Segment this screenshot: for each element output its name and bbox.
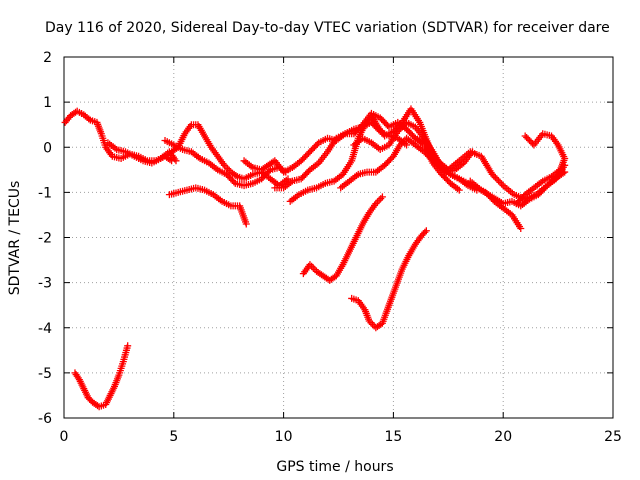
data-point: [377, 195, 385, 203]
y-tick-label: -6: [38, 411, 52, 427]
data-point: [85, 115, 93, 123]
series-arc-16: [71, 342, 132, 411]
data-point: [493, 175, 501, 183]
y-tick-label: -1: [38, 185, 52, 201]
chart-title: Day 116 of 2020, Sidereal Day-to-day VTE…: [45, 20, 610, 36]
data-point: [242, 220, 250, 228]
data-point: [232, 171, 240, 179]
data-point: [422, 227, 430, 235]
x-tick-label: 0: [60, 429, 69, 445]
data-point: [378, 193, 386, 201]
data-point: [491, 174, 499, 182]
data-point: [224, 165, 232, 173]
series-arc-1: [61, 107, 176, 165]
data-point: [494, 177, 502, 185]
y-axis-label: SDTVAR / TECUs: [7, 181, 23, 296]
x-tick-label: 25: [604, 429, 622, 445]
data-point: [514, 198, 522, 206]
data-point: [172, 157, 180, 165]
data-point: [496, 178, 504, 186]
series-arc-12: [466, 161, 569, 210]
data-point: [309, 264, 317, 272]
data-point: [124, 342, 132, 350]
data-point: [455, 186, 463, 194]
data-point: [375, 196, 383, 204]
data-point: [512, 200, 520, 208]
data-point: [403, 141, 411, 149]
x-tick-label: 5: [169, 429, 178, 445]
x-tick-label: 20: [494, 429, 512, 445]
y-tick-label: 1: [43, 95, 52, 111]
data-point: [269, 158, 277, 166]
data-point: [488, 170, 496, 178]
x-tick-label: 10: [275, 429, 293, 445]
data-point: [490, 172, 498, 180]
data-marks: [61, 105, 569, 411]
data-point: [421, 228, 429, 236]
data-point: [313, 140, 321, 148]
y-tick-label: 0: [43, 140, 52, 156]
series-arc-5: [165, 184, 250, 228]
data-point: [284, 175, 292, 183]
data-point: [498, 180, 506, 188]
y-tick-label: 2: [43, 50, 52, 66]
series-arc-4: [161, 136, 290, 190]
data-point: [517, 224, 525, 232]
x-axis-label: GPS time / hours: [276, 459, 393, 475]
grid: [64, 57, 613, 418]
series-arc-13: [512, 130, 569, 208]
data-point: [230, 178, 238, 186]
plot-frame: [63, 56, 614, 419]
series-arc-15: [348, 227, 430, 332]
y-tick-label: -2: [38, 231, 52, 247]
y-tick-label: -5: [38, 366, 52, 382]
x-tick-label: 15: [384, 429, 402, 445]
series-arc-2: [104, 139, 180, 167]
series-arc-14: [299, 193, 386, 284]
y-tick-label: -3: [38, 276, 52, 292]
axes: 0 5 10 15 20 25 -6 -5 -4 -3 -2 -1 0 1 2: [38, 50, 622, 445]
data-point: [265, 167, 273, 175]
y-tick-label: -4: [38, 321, 52, 337]
